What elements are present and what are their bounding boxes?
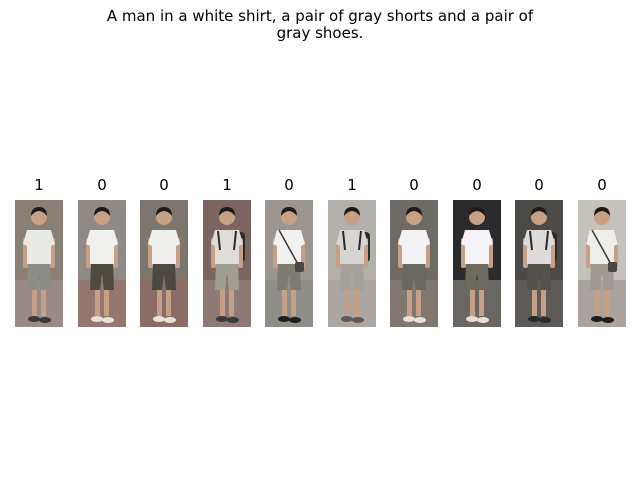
match-label: 1 [34,176,44,194]
gallery-item: 0 [453,176,501,327]
person-image [390,200,438,327]
pedestrian-photo [453,200,501,327]
person-image [328,200,376,327]
pedestrian-photo [140,200,188,327]
gallery-item: 0 [578,176,626,327]
gallery-item: 0 [78,176,126,327]
match-label: 0 [597,176,607,194]
pedestrian-photo [515,200,563,327]
pedestrian-photo [390,200,438,327]
match-label: 0 [472,176,482,194]
gallery-item: 0 [140,176,188,327]
pedestrian-photo [78,200,126,327]
query-caption-line-1: A man in a white shirt, a pair of gray s… [106,7,534,25]
match-label: 0 [159,176,169,194]
person-image [203,200,251,327]
gallery-item: 1 [328,176,376,327]
query-caption: A man in a white shirt, a pair of gray s… [0,8,640,42]
pedestrian-photo [15,200,63,327]
gallery-item: 1 [203,176,251,327]
person-image [140,200,188,327]
match-label: 1 [222,176,232,194]
match-label: 0 [97,176,107,194]
person-image [15,200,63,327]
pedestrian-photo [578,200,626,327]
match-label: 0 [284,176,294,194]
person-image [515,200,563,327]
pedestrian-photo [203,200,251,327]
gallery-item: 0 [265,176,313,327]
match-label: 0 [534,176,544,194]
query-caption-line-2: gray shoes. [276,24,364,42]
person-image [453,200,501,327]
gallery-item: 0 [390,176,438,327]
match-label: 1 [347,176,357,194]
person-image [578,200,626,327]
pedestrian-photo [328,200,376,327]
pedestrian-photo [265,200,313,327]
match-label: 0 [409,176,419,194]
gallery-item: 0 [515,176,563,327]
gallery-item: 1 [15,176,63,327]
person-image [78,200,126,327]
person-image [265,200,313,327]
